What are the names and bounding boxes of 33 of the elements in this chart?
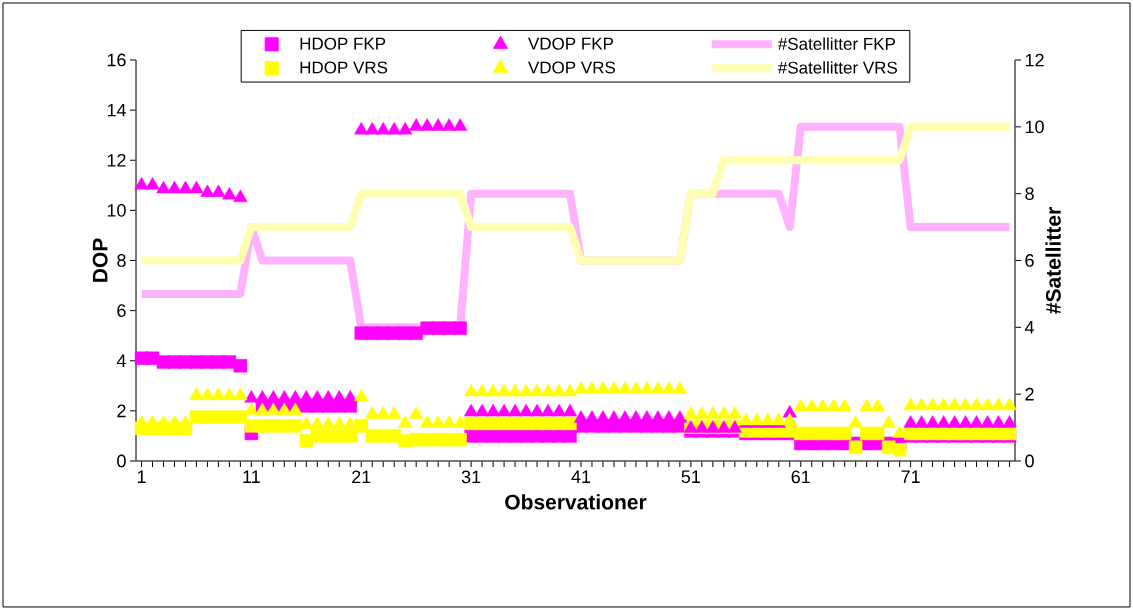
legend-label: VDOP VRS: [528, 61, 616, 74]
x-tick-label: 51: [681, 470, 700, 484]
y2-tick-label: 4: [1024, 321, 1035, 334]
y2-tick-label: 6: [1025, 254, 1034, 267]
x-tick-label: 61: [791, 470, 810, 484]
legend-label: VDOP FKP: [528, 37, 614, 50]
x-tick-label: 21: [352, 470, 371, 484]
y2-axis-title: #Satellitter: [1045, 207, 1061, 314]
y2-tick-label: 12: [1025, 53, 1044, 67]
x-tick-label: 31: [461, 470, 481, 484]
y2-tick-label: 0: [1025, 454, 1034, 468]
x-tick-label: 11: [243, 470, 260, 483]
y2-tick-label: 2: [1025, 387, 1034, 401]
y-tick-label: 10: [107, 203, 126, 217]
x-tick-label: 1: [137, 470, 146, 483]
x-axis-title: Observationer: [505, 494, 647, 510]
y-tick-label: 0: [117, 454, 126, 468]
x-tick-label: 71: [901, 470, 920, 483]
y-tick-label: 4: [116, 354, 126, 367]
y2-tick-label: 10: [1025, 120, 1044, 134]
y-tick-label: 16: [107, 53, 126, 67]
legend-label: #Satellitter FKP: [777, 37, 896, 50]
y-tick-label: 2: [117, 404, 126, 418]
y-tick-label: 6: [117, 304, 126, 317]
y-tick-label: 8: [117, 254, 126, 267]
legend-label: #Satellitter VRS: [777, 61, 897, 74]
x-tick-label: 41: [571, 470, 591, 483]
y2-tick-label: 8: [1025, 187, 1034, 201]
y-tick-label: 14: [107, 103, 126, 117]
y-axis-title: DOP: [92, 238, 108, 282]
legend-label: HDOP FKP: [300, 37, 386, 50]
y-tick-label: 12: [107, 153, 126, 167]
legend-label: HDOP VRS: [300, 61, 388, 74]
